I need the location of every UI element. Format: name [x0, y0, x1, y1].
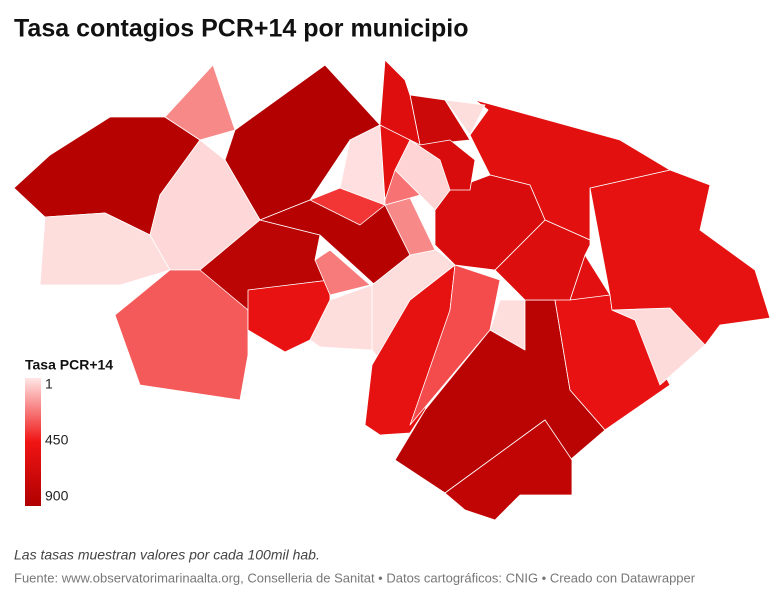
legend-tick-label: 900: [45, 488, 69, 504]
municipality: [379, 124, 411, 201]
municipality: [494, 219, 591, 301]
legend-title: Tasa PCR+14: [25, 357, 113, 373]
municipality: [444, 419, 573, 521]
note: Las tasas muestran valores por cada 100m…: [14, 547, 320, 563]
municipality: [314, 249, 371, 296]
map: [13, 59, 771, 521]
source: Fuente: www.observatorimarinaalta.org, C…: [14, 570, 696, 585]
title: Tasa contagios PCR+14 por municipio: [14, 15, 469, 43]
legend-tick-label: 450: [45, 432, 69, 448]
legend-tick-label: 1: [45, 376, 53, 392]
legend-gradient: [25, 378, 41, 506]
municipality: [589, 169, 771, 346]
municipality: [444, 99, 486, 136]
